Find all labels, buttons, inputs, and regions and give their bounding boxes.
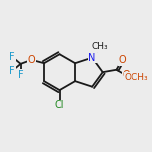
Text: OCH₃: OCH₃	[125, 73, 149, 82]
Text: Cl: Cl	[55, 100, 64, 110]
Text: CH₃: CH₃	[92, 42, 108, 51]
Text: F: F	[18, 70, 23, 80]
Text: O: O	[118, 55, 126, 65]
Text: F: F	[9, 52, 15, 62]
Text: F: F	[9, 66, 15, 76]
Text: O: O	[122, 70, 130, 80]
Text: O: O	[28, 55, 35, 65]
Text: N: N	[88, 53, 96, 63]
